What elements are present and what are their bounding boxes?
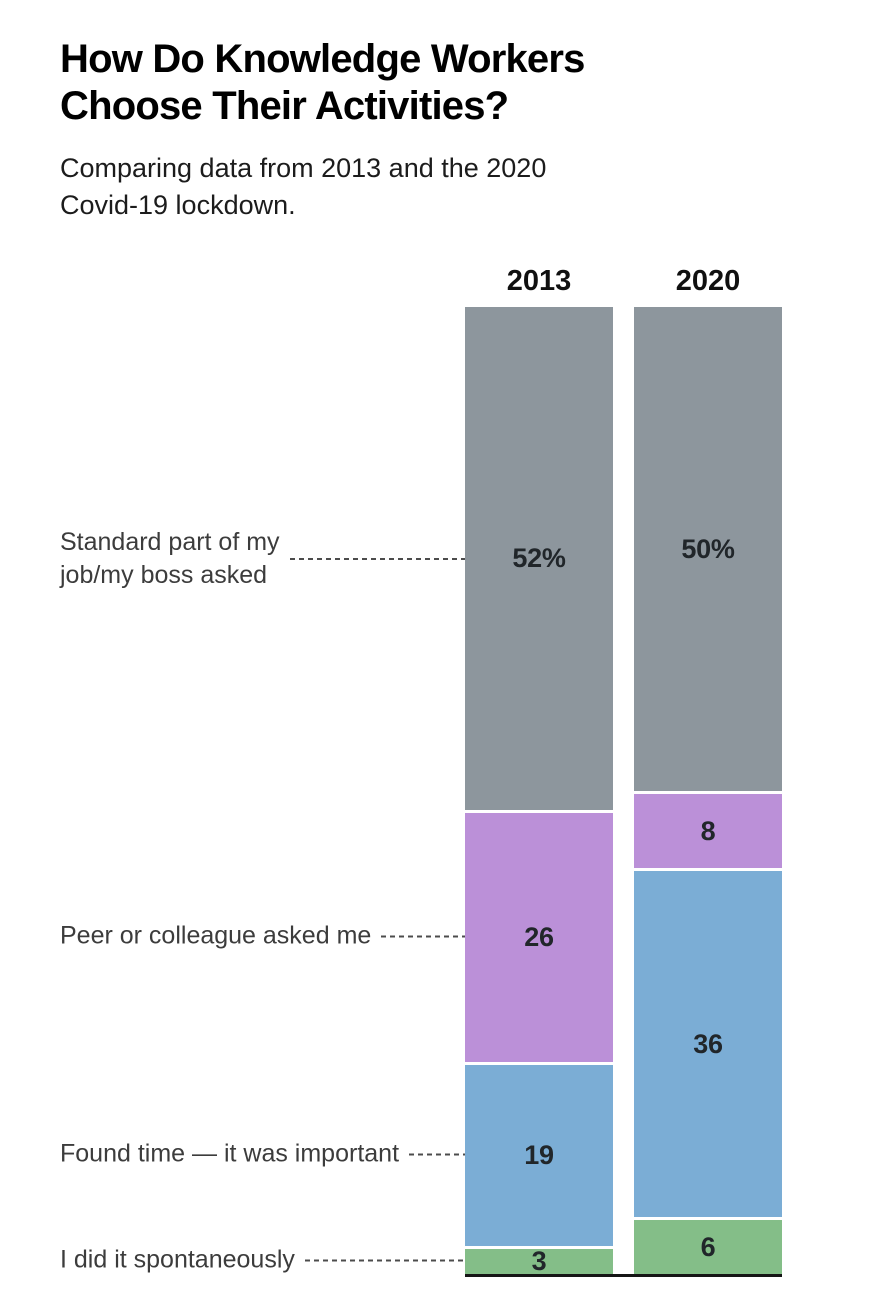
segment-value-label: 6 — [700, 1231, 716, 1262]
category-label: Standard part of my job/my boss asked — [60, 527, 280, 589]
axis-baseline — [465, 1274, 782, 1277]
dashed-leader-line — [409, 1153, 465, 1155]
segment-value-label: 50% — [681, 533, 735, 564]
bar-segment: 3 — [465, 1245, 613, 1277]
category-label: I did it spontaneously — [60, 1245, 295, 1274]
bar-segment: 36 — [634, 868, 782, 1217]
segment-value-label: 8 — [700, 815, 716, 846]
bar-segment: 8 — [634, 791, 782, 869]
category-label-row: Peer or colleague asked me — [60, 920, 465, 953]
segment-value-label: 19 — [524, 1139, 554, 1170]
chart-subtitle: Comparing data from 2013 and the 2020 Co… — [60, 153, 547, 220]
segment-value-label: 3 — [531, 1246, 547, 1277]
category-label: Peer or colleague asked me — [60, 921, 372, 950]
chart-title: How Do Knowledge Workers Choose Their Ac… — [60, 37, 585, 128]
category-label: Found time — it was important — [60, 1139, 400, 1168]
dashed-leader-line — [304, 1259, 465, 1262]
stacked-bar-2020: 50% 8 36 6 — [634, 307, 782, 1275]
segment-value-label: 26 — [524, 922, 554, 953]
category-label-row: Standard part of my job/my boss asked — [60, 526, 465, 592]
stacked-bar-2013: 52% 26 19 3 — [465, 307, 613, 1275]
bar-segment: 19 — [465, 1062, 613, 1246]
dashed-leader-line — [381, 935, 465, 938]
bar-segment: 6 — [634, 1216, 782, 1275]
segment-value-label: 52% — [512, 543, 566, 574]
column-header-2013: 2013 — [506, 265, 572, 297]
category-label-row: Found time — it was important — [60, 1138, 465, 1171]
category-label-row: I did it spontaneously — [60, 1244, 465, 1277]
dashed-leader-line — [289, 557, 465, 560]
bar-segment: 52% — [465, 307, 613, 811]
segment-value-label: 36 — [693, 1028, 723, 1059]
bar-segment: 26 — [465, 810, 613, 1063]
bar-segment: 50% — [634, 307, 782, 791]
column-header-2020: 2020 — [675, 265, 741, 297]
